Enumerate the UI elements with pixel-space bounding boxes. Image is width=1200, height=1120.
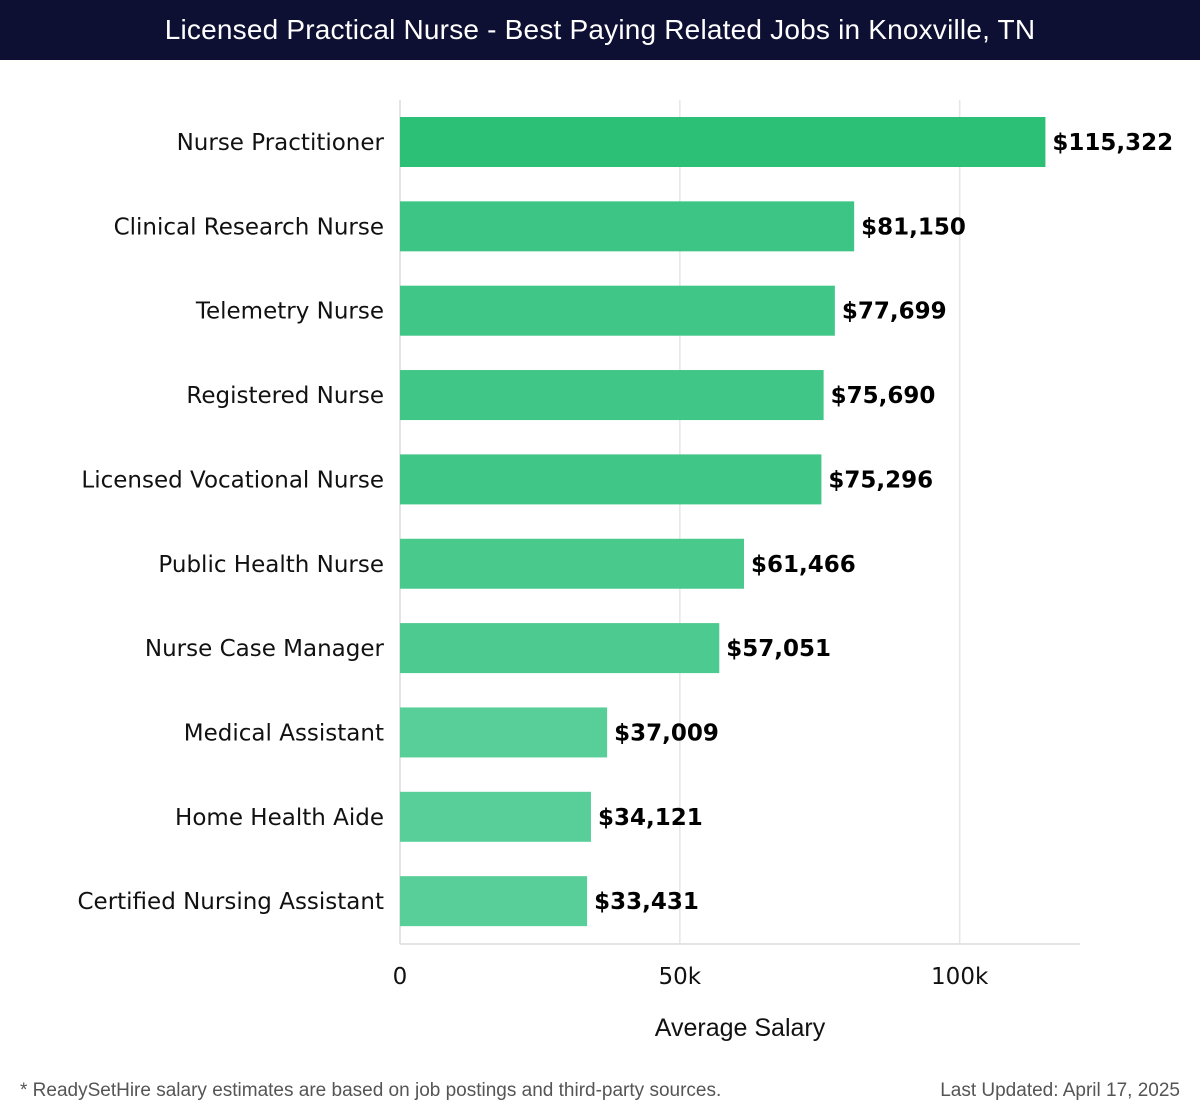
category-label: Public Health Nurse	[158, 552, 384, 578]
category-label: Registered Nurse	[186, 383, 384, 409]
bar	[400, 117, 1046, 167]
last-updated: Last Updated: April 17, 2025	[940, 1080, 1180, 1101]
category-label: Home Health Aide	[175, 805, 384, 831]
bar	[400, 791, 591, 842]
value-label: $75,296	[828, 467, 933, 493]
bar	[400, 370, 824, 421]
x-tick-label: 0	[393, 964, 408, 990]
x-tick-label: 50k	[659, 964, 702, 990]
bar	[400, 707, 608, 758]
bar	[400, 876, 588, 927]
x-tick-label: 100k	[931, 964, 989, 990]
x-axis-label: Average Salary	[655, 1014, 826, 1042]
category-label: Certified Nursing Assistant	[77, 889, 384, 915]
category-label: Clinical Research Nurse	[114, 214, 384, 240]
value-label: $77,699	[842, 299, 947, 325]
value-label: $115,322	[1052, 130, 1173, 156]
category-label: Nurse Case Manager	[145, 636, 385, 662]
value-label: $37,009	[614, 720, 719, 746]
category-label: Telemetry Nurse	[195, 299, 384, 325]
value-label: $75,690	[831, 383, 936, 409]
value-label: $61,466	[751, 552, 856, 578]
salary-bar-chart: Nurse Practitioner $115,322 Clinical Resea…	[77, 100, 1173, 1042]
chart-title: Licensed Practical Nurse - Best Paying R…	[0, 0, 1200, 60]
bar	[400, 454, 822, 505]
bar	[400, 538, 745, 589]
category-label: Nurse Practitioner	[177, 130, 385, 156]
category-label: Medical Assistant	[184, 720, 384, 746]
category-label: Licensed Vocational Nurse	[81, 467, 384, 493]
footnote: * ReadySetHire salary estimates are base…	[20, 1080, 722, 1101]
value-label: $57,051	[726, 636, 831, 662]
value-label: $81,150	[861, 214, 966, 240]
value-label: $34,121	[598, 805, 703, 831]
value-label: $33,431	[594, 889, 699, 915]
bar	[400, 285, 835, 336]
bar	[400, 201, 855, 252]
bar	[400, 623, 720, 674]
